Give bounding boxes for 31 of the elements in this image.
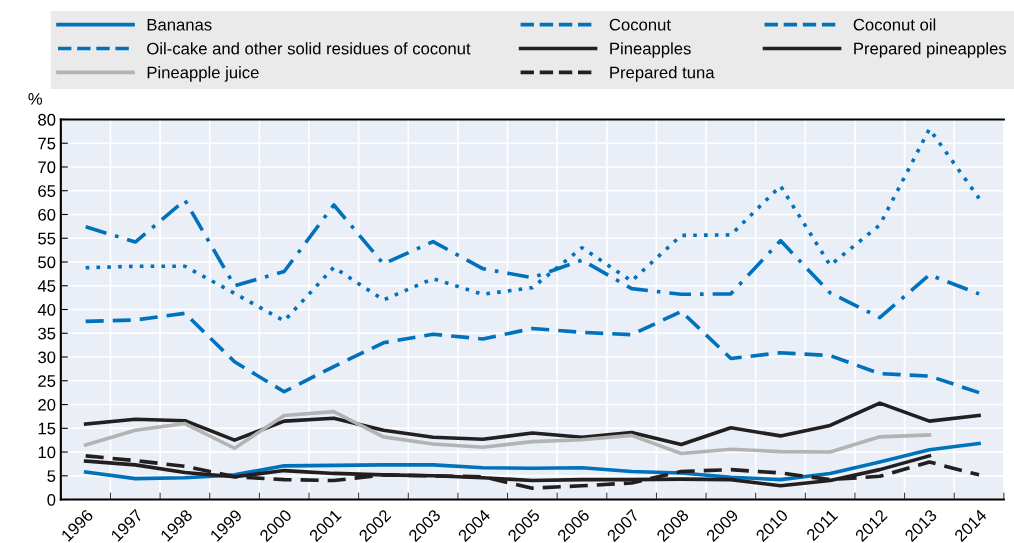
line-series — [83, 401, 981, 447]
y-axis-title: % — [28, 93, 43, 105]
legend-label: Prepared tuna — [610, 66, 715, 82]
y-tick-label: 0 — [47, 493, 56, 506]
line-series — [83, 409, 932, 456]
y-tick-label: 55 — [38, 232, 56, 245]
y-tick-label: 70 — [38, 161, 56, 174]
y-tick-label: 60 — [38, 208, 56, 221]
legend-label: Pineapples — [610, 42, 691, 58]
y-tick-label: 75 — [38, 137, 56, 150]
y-tick-label: 20 — [38, 398, 56, 411]
legend-label: Coconut — [609, 18, 671, 31]
y-tick-label: 45 — [37, 280, 56, 292]
y-tick-label: 10 — [38, 446, 56, 459]
y-tick-label: 50 — [38, 256, 56, 269]
y-tick-label: 30 — [38, 351, 56, 364]
y-tick-label: 15 — [38, 422, 56, 435]
y-tick-label: 35 — [38, 327, 56, 340]
line-series — [83, 127, 981, 323]
y-tick-label: 5 — [47, 470, 56, 483]
y-tick-label: 65 — [38, 185, 56, 197]
legend-label: Oil-cake and other solid residues of coconut — [147, 42, 471, 55]
y-tick-label: 40 — [37, 303, 56, 316]
legend-label: Coconut oil — [853, 18, 936, 31]
legend-label: Prepared pineapples — [854, 42, 1007, 58]
legend-label: Pineapple juice — [147, 66, 259, 82]
y-tick-label: 80 — [38, 113, 56, 126]
line-series — [83, 441, 981, 482]
y-tick-label: 25 — [38, 375, 56, 387]
legend-label: Bananas — [147, 18, 212, 31]
line-series — [83, 309, 981, 395]
